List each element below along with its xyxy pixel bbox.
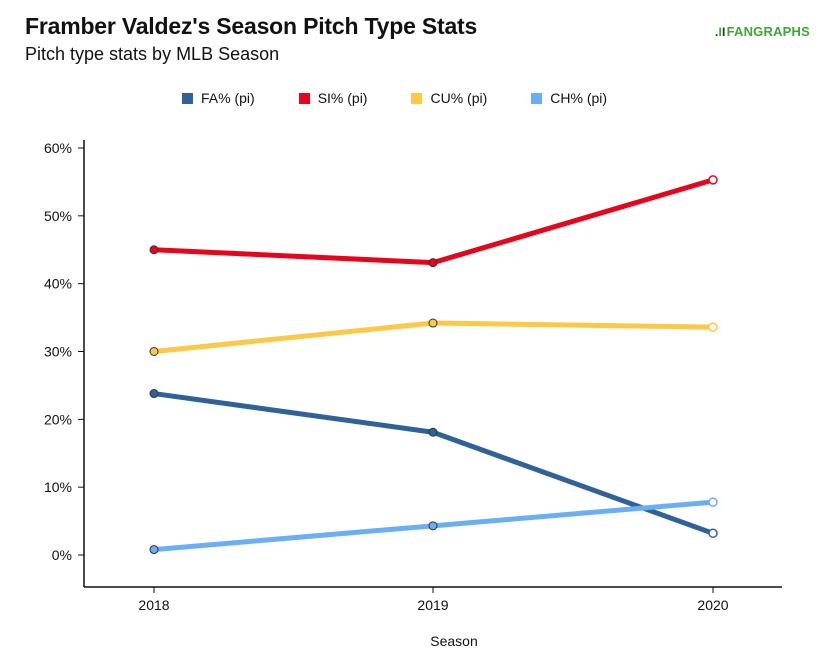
x-tick-label: 2018 [138,597,169,613]
data-point-ch [428,521,438,531]
legend-item-fa[interactable]: FA% (pi) [182,90,255,106]
y-tick-label: 10% [44,479,72,495]
data-point-fa [708,528,718,539]
y-tick-label: 20% [44,411,72,427]
x-tick-label: 2020 [697,597,728,613]
legend-swatch-fa [182,92,193,104]
chart-legend: FA% (pi) SI% (pi) CU% (pi) CH% (pi) [182,90,651,106]
y-tick-label: 60% [44,140,72,156]
chart-subtitle: Pitch type stats by MLB Season [25,44,280,64]
data-point-cu [428,318,438,328]
data-point-si [708,175,718,185]
data-point-ch [149,545,159,555]
data-point-cu [149,347,159,356]
chart-title: Framber Valdez's Season Pitch Type Stats [25,13,478,39]
y-tick-label: 40% [44,276,72,292]
fangraphs-logo-icon: .II [714,24,726,39]
y-axis-ticks: 0% 10% 20% 30% 40% 50% 60% [44,140,84,563]
data-point-ch [708,497,718,507]
data-point-si [428,258,438,268]
series-line-fa [151,391,716,536]
legend-label-fa: FA% (pi) [201,90,255,106]
legend-item-cu[interactable]: CU% (pi) [411,90,487,106]
series-lines [151,177,716,553]
legend-label-cu: CU% (pi) [430,90,488,106]
data-point-cu [708,322,718,332]
fangraphs-logo[interactable]: .II FANGRAPHS [715,24,810,39]
legend-item-si[interactable]: SI% (pi) [298,90,368,106]
y-tick-label: 30% [44,344,72,360]
x-tick-label: 2019 [417,597,448,613]
data-point-fa [149,389,159,399]
fangraphs-logo-text: FANGRAPHS [726,24,810,39]
y-tick-label: 0% [52,547,72,563]
series-points [149,175,718,555]
legend-item-ch[interactable]: CH% (pi) [531,90,607,106]
legend-swatch-ch [531,92,543,104]
legend-swatch-cu [411,92,423,104]
x-axis-label: Season [430,633,477,649]
legend-swatch-si [298,92,310,104]
legend-label-si: SI% (pi) [317,90,368,106]
x-axis-ticks: 2018 2019 2020 [138,587,729,613]
y-tick-label: 50% [44,208,72,224]
data-point-si [149,245,159,255]
series-line-si [151,177,716,266]
legend-label-ch: CH% (pi) [550,90,608,106]
data-point-fa [428,427,438,437]
